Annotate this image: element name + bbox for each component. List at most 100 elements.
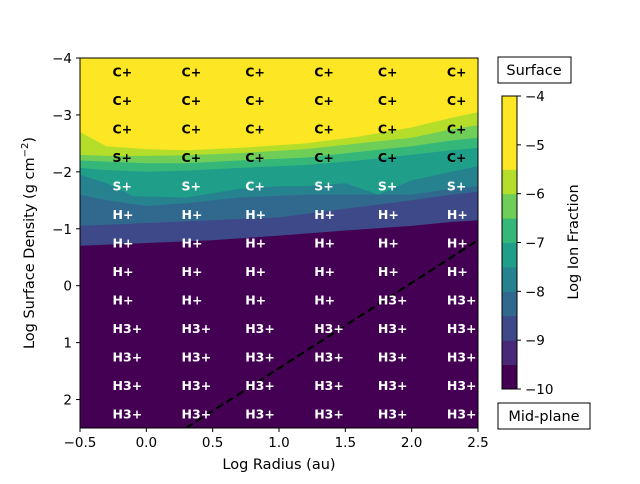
dashed-line	[185, 239, 478, 428]
ion-label: H3+	[245, 321, 275, 336]
ion-label: H3+	[113, 378, 143, 393]
ion-label: C+	[113, 93, 133, 108]
ion-label: C+	[447, 150, 467, 165]
colorbar-tick-label: −8	[525, 284, 545, 300]
ion-label: H+	[113, 236, 134, 251]
y-tick-label: −2	[52, 165, 72, 181]
x-axis: −0.5 0.0 0.5 1.0 1.5 2.0 2.5	[64, 428, 489, 451]
colorbar-segment	[502, 340, 517, 366]
ion-label: S+	[378, 179, 397, 194]
ion-label: H+	[314, 236, 335, 251]
x-tick-label: 2.5	[467, 435, 488, 451]
ion-label: H3+	[447, 349, 477, 364]
ion-label: H3+	[182, 378, 212, 393]
ion-label: H+	[245, 207, 266, 222]
ion-label: H+	[245, 264, 266, 279]
ion-label: H+	[378, 207, 399, 222]
mid-plane-label: Mid-plane	[508, 409, 579, 425]
ion-label: S+	[182, 179, 201, 194]
ion-label: H+	[113, 292, 134, 307]
ion-label: H3+	[447, 321, 477, 336]
ion-label: C+	[378, 65, 398, 80]
x-axis-title: Log Radius (au)	[222, 457, 335, 473]
ion-label: H3+	[113, 321, 143, 336]
surface-box: Surface	[497, 56, 572, 84]
ion-label: C+	[447, 122, 467, 137]
ion-label: H+	[314, 207, 335, 222]
ion-label: H3+	[182, 321, 212, 336]
x-tick-label: 0.0	[136, 435, 157, 451]
y-tick-label: −3	[52, 108, 72, 124]
ion-label: H3+	[378, 321, 408, 336]
ion-label: H+	[113, 207, 134, 222]
colorbar-tick-label: −5	[525, 138, 545, 154]
ion-label: H+	[447, 207, 468, 222]
colorbar-segment	[502, 120, 517, 146]
ion-label: H+	[447, 236, 468, 251]
ion-label: H3+	[314, 378, 344, 393]
ion-label: C+	[378, 122, 398, 137]
ion-label: H3+	[314, 349, 344, 364]
ion-label: H3+	[113, 406, 143, 421]
ion-label: H3+	[378, 292, 408, 307]
dashed-line-layer	[185, 239, 478, 428]
ion-label: C+	[447, 93, 467, 108]
x-tick-label: 1.5	[335, 435, 356, 451]
ion-label: C+	[182, 150, 202, 165]
ion-label: H+	[314, 264, 335, 279]
ion-label: H3+	[447, 378, 477, 393]
colorbar-tick-label: −9	[525, 333, 545, 349]
ion-label: H+	[378, 236, 399, 251]
ion-label: C+	[182, 93, 202, 108]
ion-label: H3+	[447, 406, 477, 421]
ion-label: H3+	[182, 406, 212, 421]
colorbar-tick-label: −7	[525, 236, 545, 252]
contour-bands	[80, 58, 478, 428]
ion-label: C+	[447, 65, 467, 80]
colorbar-segment	[502, 266, 517, 292]
x-tick-label: 0.5	[202, 435, 223, 451]
contour-band	[80, 58, 478, 151]
ion-label: C+	[314, 150, 334, 165]
colorbar	[502, 96, 517, 390]
y-tick-label: 0	[63, 279, 72, 295]
ion-label: C+	[378, 150, 398, 165]
ion-label: H3+	[245, 406, 275, 421]
ion-label: H3+	[378, 406, 408, 421]
ion-label: H+	[182, 207, 203, 222]
ion-label: H+	[182, 264, 203, 279]
colorbar-tick-label: −10	[525, 382, 554, 398]
ion-label: H+	[245, 292, 266, 307]
ion-label: C+	[378, 93, 398, 108]
ion-label: H3+	[182, 349, 212, 364]
y-tick-label: 2	[63, 393, 72, 409]
y-tick-label: −4	[52, 51, 72, 67]
colorbar-tick-label: −6	[525, 187, 545, 203]
mid-plane-box: Mid-plane	[497, 402, 591, 430]
y-tick-label: 1	[63, 336, 72, 352]
ion-label: H+	[113, 264, 134, 279]
ion-label: H3+	[245, 349, 275, 364]
colorbar-segment	[502, 315, 517, 341]
colorbar-segment	[502, 169, 517, 195]
ion-label: S+	[314, 179, 333, 194]
ion-label: C+	[113, 122, 133, 137]
ion-label: C+	[245, 65, 265, 80]
ion-label: H+	[447, 264, 468, 279]
ion-label: H+	[182, 236, 203, 251]
ion-label: H3+	[314, 321, 344, 336]
ion-label: C+	[182, 122, 202, 137]
ion-label: H+	[182, 292, 203, 307]
colorbar-segment	[502, 291, 517, 317]
ion-label: H+	[378, 264, 399, 279]
colorbar-segment	[502, 96, 517, 121]
ion-label: C+	[314, 65, 334, 80]
ion-label: C+	[245, 93, 265, 108]
ion-label: H3+	[113, 349, 143, 364]
ion-label: S+	[447, 179, 466, 194]
ion-label: H+	[314, 292, 335, 307]
x-tick-label: −0.5	[64, 435, 97, 451]
colorbar-segment	[502, 218, 517, 243]
ion-label: C+	[182, 65, 202, 80]
